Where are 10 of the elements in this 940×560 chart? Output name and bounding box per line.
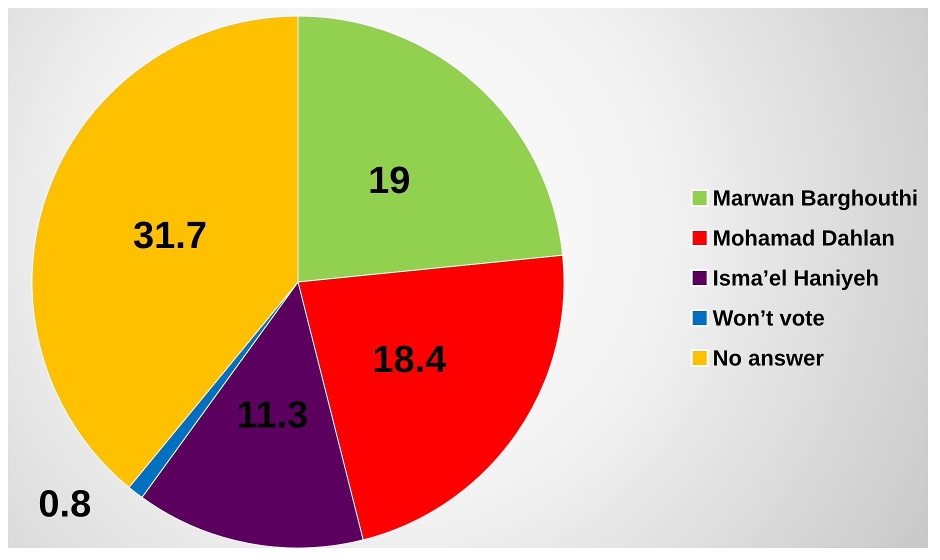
legend-label: Marwan Barghouthi xyxy=(712,186,918,210)
data-label: 0.8 xyxy=(38,483,92,526)
data-label: 18.4 xyxy=(372,339,446,382)
data-label: 31.7 xyxy=(133,215,207,258)
legend-label: Won’t vote xyxy=(712,306,825,330)
data-label: 11.3 xyxy=(236,394,308,437)
data-label: 19 xyxy=(368,160,410,202)
legend-label: Isma’el Haniyeh xyxy=(712,266,879,290)
legend-label: No answer xyxy=(712,346,824,370)
legend-label: Mohamad Dahlan xyxy=(712,226,895,250)
